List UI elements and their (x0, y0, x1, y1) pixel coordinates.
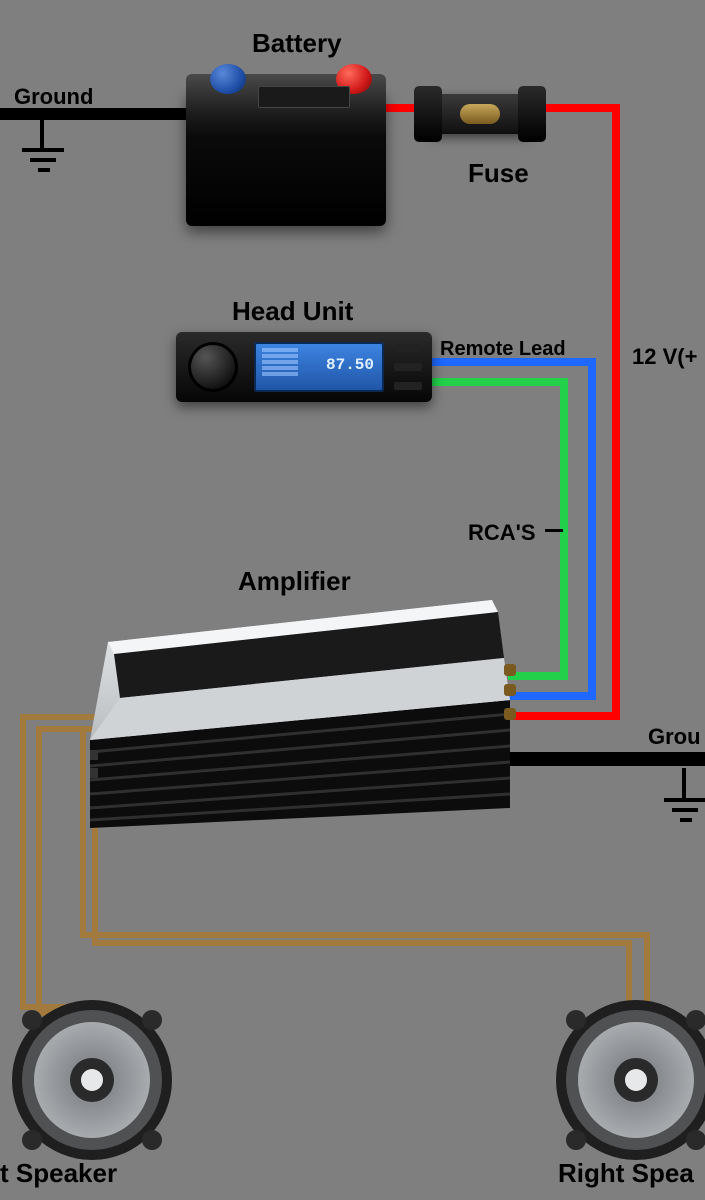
label-head-unit: Head Unit (232, 296, 353, 327)
wire-power-12v (508, 712, 620, 720)
rcas-tick (545, 529, 563, 532)
label-right-speaker: Right Spea (558, 1158, 694, 1189)
speaker-left (10, 998, 174, 1162)
wire-power-12v (612, 104, 620, 720)
label-remote-lead: Remote Lead (440, 338, 566, 361)
wire-speaker-right (80, 932, 650, 938)
label-12v: 12 V(+ (632, 344, 697, 370)
head-unit-screen: 87.50 (254, 342, 384, 392)
wire-speaker-left (20, 714, 26, 1010)
speaker-right (554, 998, 705, 1162)
wire-rca (424, 378, 568, 386)
amplifier-svg (90, 600, 510, 828)
wire-rca (508, 672, 568, 680)
wire-remote-lead (588, 358, 596, 700)
label-ground-top: Ground (14, 84, 93, 110)
wire-speaker-left (36, 726, 42, 1016)
head-unit-knob (188, 342, 238, 392)
fuse-holder (400, 78, 560, 148)
label-fuse: Fuse (468, 158, 529, 189)
label-left-speaker: t Speaker (0, 1158, 117, 1189)
wire-amp-ground (504, 752, 705, 766)
label-rcas: RCA'S (468, 520, 536, 546)
head-unit: 87.50 (176, 332, 432, 402)
battery-terminal-neg (210, 64, 246, 94)
amplifier (90, 600, 510, 828)
label-battery: Battery (252, 28, 342, 59)
label-ground-right: Grou (648, 724, 701, 750)
battery (186, 64, 386, 226)
head-unit-freq: 87.50 (326, 356, 374, 374)
wire-remote-lead (508, 692, 596, 700)
wire-speaker-right (92, 940, 632, 946)
wire-speaker-right (80, 732, 86, 938)
label-amplifier: Amplifier (238, 566, 351, 597)
